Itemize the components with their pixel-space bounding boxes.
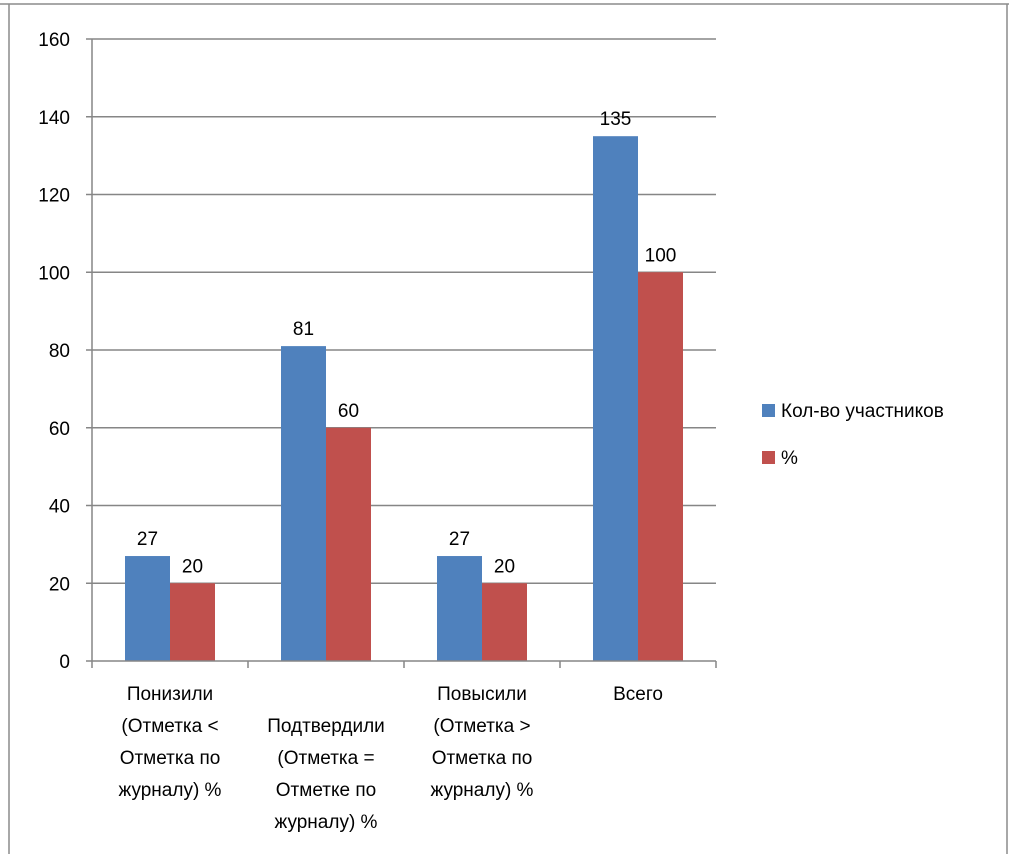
data-label: 20 [494,556,515,577]
x-category-label: журналу) % [119,780,222,801]
legend-label: % [781,448,798,469]
bar-participants [437,556,482,661]
data-label: 135 [600,109,632,130]
x-category-label: Отметка по [120,748,221,769]
data-label: 20 [182,556,203,577]
x-category-label: журналу) % [431,780,534,801]
legend-swatch [762,404,775,417]
x-category-label: Подтвердили [267,716,385,737]
labels: 0 20 40 60 80 100 120 140 160 27 20 Понизили (Отметк… [38,30,676,833]
data-label: 100 [645,245,677,266]
y-tick-label: 20 [49,574,70,595]
x-category-label: (Отметка > [433,716,530,737]
x-category-label: Отметке по [276,780,376,801]
y-tick-label: 120 [38,186,70,207]
y-tick-label: 80 [49,341,70,362]
y-tick-label: 0 [59,652,70,673]
legend: Кол-во участников% [762,401,944,469]
data-label: 27 [449,529,470,550]
y-tick-label: 140 [38,108,70,129]
bar-percent [638,272,683,661]
x-category-label: Повысили [437,684,527,705]
x-category-label: Всего [613,684,663,705]
axes [86,38,717,668]
x-category-label: Отметка по [432,748,533,769]
bar-percent [482,583,527,661]
legend-swatch [762,451,775,464]
x-category-label: журналу) % [275,812,378,833]
y-tick-label: 60 [49,419,70,440]
y-tick-label: 160 [38,30,70,51]
x-category-label: Понизили [127,684,213,705]
bar-percent [326,427,371,661]
bar-percent [170,583,215,661]
x-category-label: (Отметка = [277,748,374,769]
data-label: 81 [293,319,314,340]
bar-participants [593,136,638,661]
data-label: 60 [338,401,359,422]
legend-label: Кол-во участников [781,401,944,422]
bars [125,136,683,661]
y-tick-label: 100 [38,263,70,284]
x-category-label: (Отметка < [121,716,218,737]
bar-participants [281,346,326,661]
y-tick-label: 40 [49,497,70,518]
bar-participants [125,556,170,661]
data-label: 27 [137,529,158,550]
